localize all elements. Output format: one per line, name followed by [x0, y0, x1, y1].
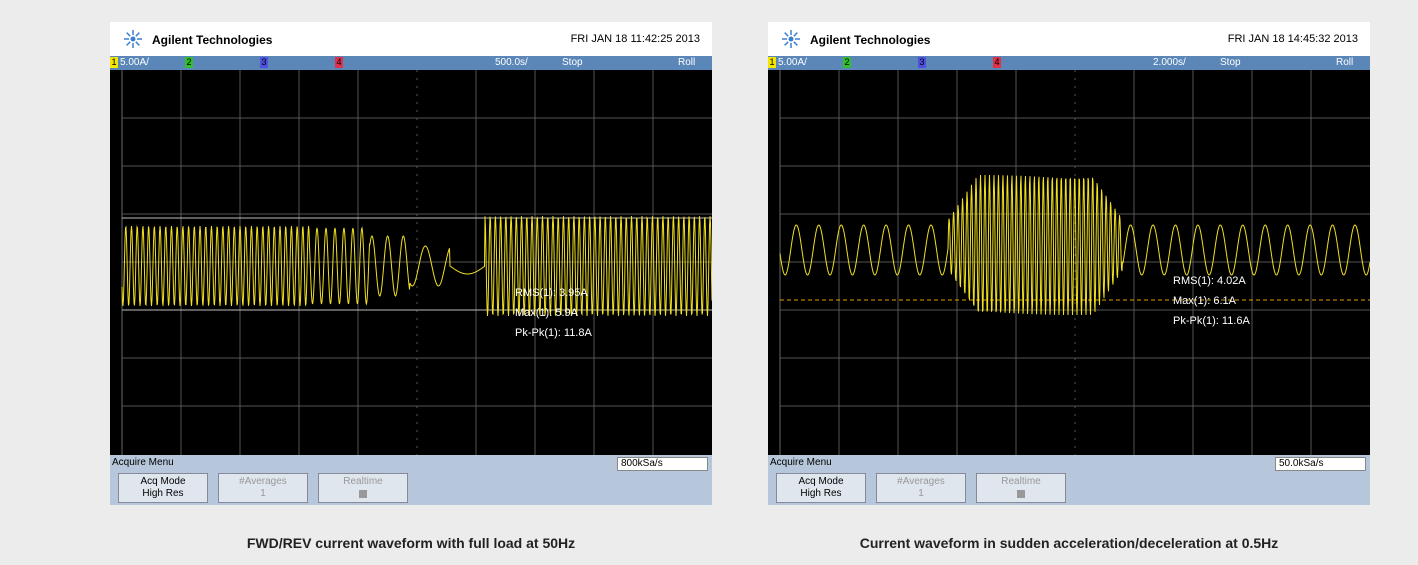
- waveform: [779, 174, 1370, 316]
- logo-ray: [135, 41, 140, 46]
- timebase: 2.000s/: [1153, 57, 1186, 68]
- button-value: High Res: [800, 488, 842, 499]
- scope-panel: Agilent Technologies FRI JAN 18 14:45:32 …: [768, 22, 1370, 505]
- scale: 5.00A/: [120, 57, 149, 68]
- scope-screen: RMS(1): 3.95A Max(1): 5.9A Pk-Pk(1): 11.8A: [110, 70, 712, 455]
- menu-button[interactable]: Realtime: [318, 473, 408, 503]
- button-label: Realtime: [1001, 476, 1041, 487]
- channel-marker: 2: [185, 57, 193, 68]
- measurement: Max(1): 5.9A: [515, 307, 579, 319]
- menu-button[interactable]: #Averages 1: [876, 473, 966, 503]
- button-label: Acq Mode: [798, 476, 844, 487]
- button-label: Realtime: [343, 476, 383, 487]
- channel-marker: 1: [768, 57, 776, 68]
- run-mode: Stop: [562, 57, 583, 68]
- channel-marker: 2: [843, 57, 851, 68]
- button-label: Acq Mode: [140, 476, 186, 487]
- logo: [782, 30, 800, 48]
- datetime: FRI JAN 18 14:45:32 2013: [1227, 33, 1358, 45]
- channel-marker: 1: [110, 57, 118, 68]
- logo-ray: [793, 32, 798, 37]
- menu-bar: Acquire Menu 50.0kSa/s Acq Mode High Res #Av…: [768, 455, 1370, 505]
- menu-button[interactable]: Acq Mode High Res: [776, 473, 866, 503]
- scope-header: Agilent Technologies FRI JAN 18 11:42:25 …: [110, 22, 712, 56]
- scale: 5.00A/: [778, 57, 807, 68]
- waveform: [121, 215, 712, 317]
- logo: [124, 30, 142, 48]
- measurement: RMS(1): 3.95A: [515, 287, 588, 299]
- measurement: RMS(1): 4.02A: [1173, 275, 1246, 287]
- menu-button[interactable]: #Averages 1: [218, 473, 308, 503]
- caption: Current waveform in sudden acceleration/…: [859, 535, 1279, 551]
- scope-screen: RMS(1): 4.02A Max(1): 6.1A Pk-Pk(1): 11.6A: [768, 70, 1370, 455]
- datetime: FRI JAN 18 11:42:25 2013: [570, 33, 700, 45]
- menu-bar: Acquire Menu 800kSa/s Acq Mode High Res #Ave…: [110, 455, 712, 505]
- channel-marker: 3: [260, 57, 268, 68]
- sample-rate: 50.0kSa/s: [1275, 457, 1366, 471]
- sample-rate: 800kSa/s: [617, 457, 708, 471]
- menu-button[interactable]: Acq Mode High Res: [118, 473, 208, 503]
- measurement: Pk-Pk(1): 11.6A: [1173, 315, 1250, 327]
- status-bar: 5.00A/1 2 3 4 2.000s/Stop Roll: [768, 56, 1370, 70]
- channel-marker: 4: [335, 57, 343, 68]
- brand: Agilent Technologies: [810, 33, 931, 47]
- logo-dot: [130, 36, 136, 42]
- logo-ray: [793, 41, 798, 46]
- timebase: 500.0s/: [495, 57, 528, 68]
- caption: FWD/REV current waveform with full load …: [246, 535, 576, 551]
- menu-title: Acquire Menu: [770, 457, 832, 468]
- measurement: Max(1): 6.1A: [1173, 295, 1237, 307]
- logo-ray: [126, 32, 131, 37]
- status-bar: 5.00A/1 2 3 4 500.0s/Stop Roll: [110, 56, 712, 70]
- logo-ray: [126, 41, 131, 46]
- trigger-mode: Roll: [678, 57, 696, 68]
- logo-dot: [788, 36, 794, 42]
- logo-ray: [135, 32, 140, 37]
- button-label: #Averages: [239, 476, 287, 487]
- logo-ray: [784, 32, 789, 37]
- trigger-mode: Roll: [1336, 57, 1354, 68]
- scope-panel: Agilent Technologies FRI JAN 18 11:42:25 …: [110, 22, 712, 505]
- logo-ray: [784, 41, 789, 46]
- checkbox: [1017, 490, 1025, 498]
- measurement: Pk-Pk(1): 11.8A: [515, 327, 592, 339]
- channel-marker: 3: [918, 57, 926, 68]
- checkbox: [359, 490, 367, 498]
- menu-title: Acquire Menu: [112, 457, 174, 468]
- button-value: 1: [918, 488, 924, 499]
- scope-header: Agilent Technologies FRI JAN 18 14:45:32 …: [768, 22, 1370, 56]
- brand: Agilent Technologies: [152, 33, 273, 47]
- button-value: High Res: [142, 488, 184, 499]
- run-mode: Stop: [1220, 57, 1241, 68]
- button-value: 1: [260, 488, 266, 499]
- channel-marker: 4: [993, 57, 1001, 68]
- menu-button[interactable]: Realtime: [976, 473, 1066, 503]
- button-label: #Averages: [897, 476, 945, 487]
